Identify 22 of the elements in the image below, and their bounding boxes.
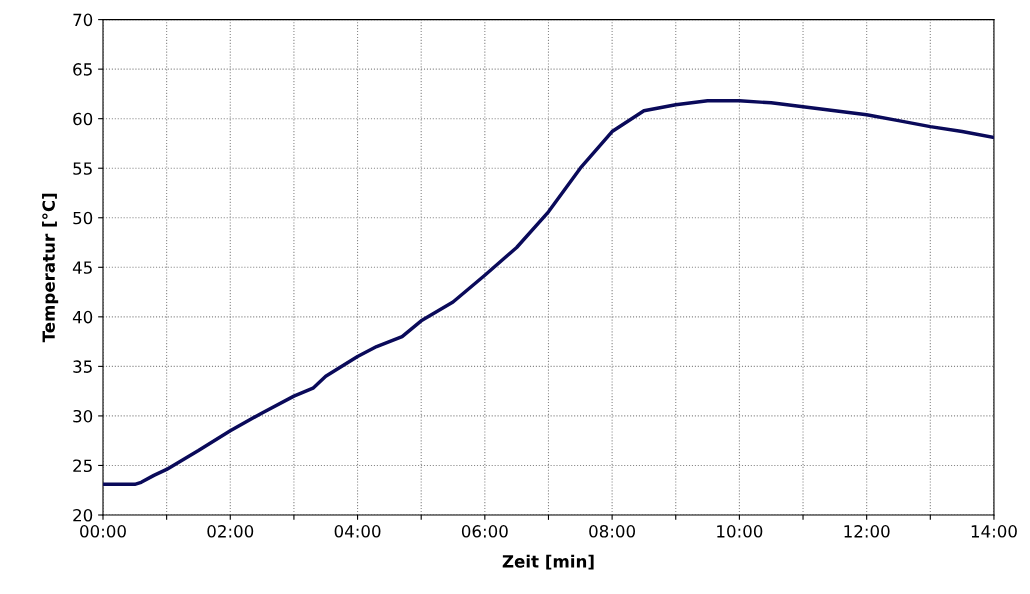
x-tick-label: 10:00	[717, 525, 763, 538]
x-tick-label: 08:00	[589, 525, 636, 538]
y-tick-label: 50	[73, 211, 93, 225]
y-tick-label: 70	[73, 13, 93, 27]
x-tick-label: 14:00	[971, 525, 1017, 538]
y-tick-label: 60	[73, 112, 93, 126]
y-tick-label: 40	[72, 310, 93, 324]
y-tick-label: 35	[73, 360, 92, 373]
x-tick-label: 00:00	[80, 525, 126, 538]
y-tick-label: 20	[73, 508, 93, 522]
y-axis-title: Temperatur [°C]	[42, 193, 59, 343]
y-tick-label: 55	[73, 162, 92, 175]
x-tick-label: 12:00	[844, 525, 890, 538]
x-axis-title: Zeit [min]	[502, 554, 594, 570]
x-tick-label: 04:00	[334, 525, 381, 538]
x-tick-label: 06:00	[461, 525, 508, 538]
y-tick-label: 30	[73, 409, 93, 423]
y-tick-label: 25	[73, 459, 92, 473]
y-tick-label: 65	[73, 63, 92, 76]
y-tick-label: 45	[72, 261, 92, 274]
x-tick-label: 02:00	[207, 525, 254, 538]
line-series	[103, 99, 994, 487]
